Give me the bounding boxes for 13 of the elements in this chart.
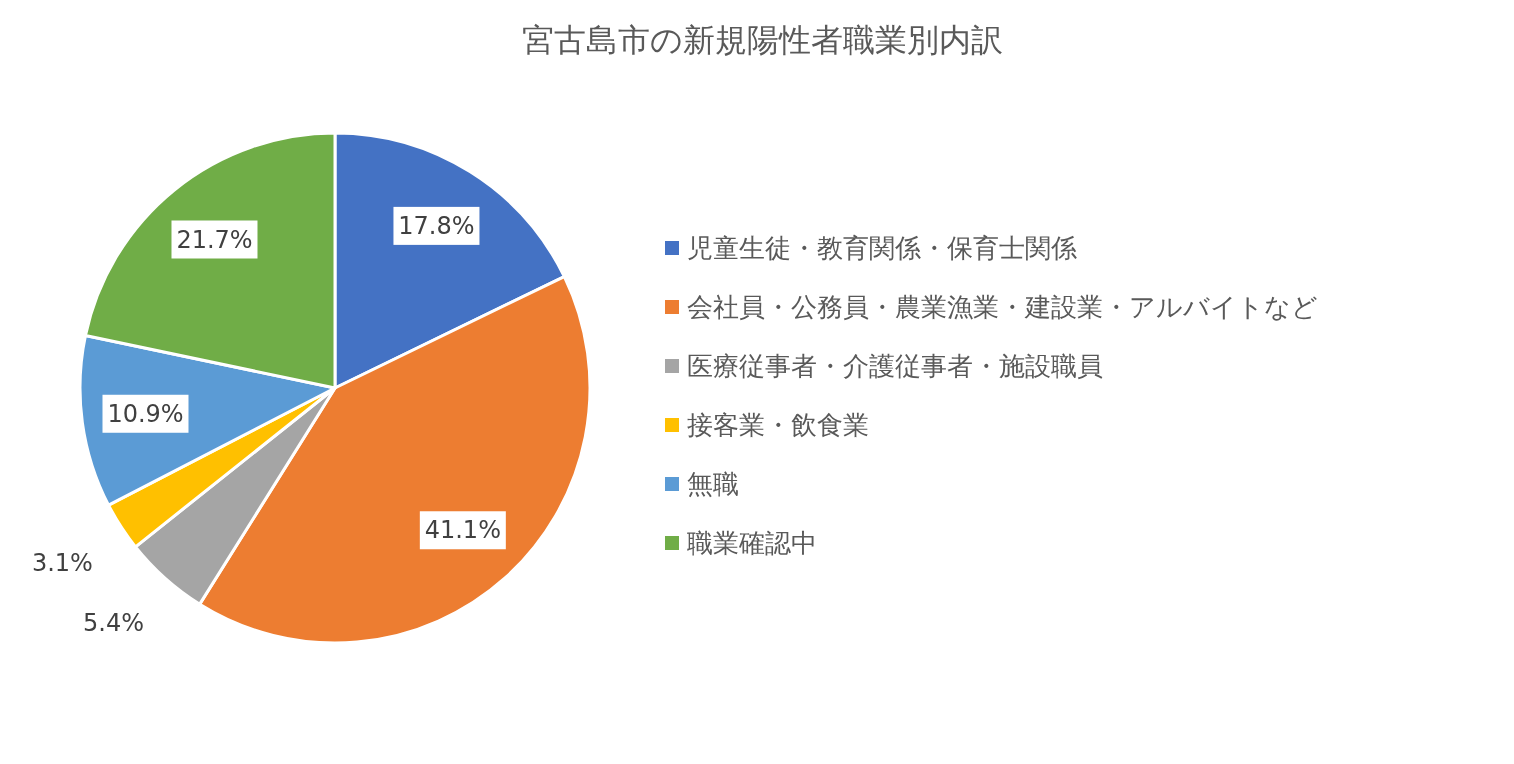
legend-label: 無職 <box>687 469 739 499</box>
data-label: 41.1% <box>424 516 501 545</box>
data-label: 5.4% <box>83 609 145 638</box>
legend-label: 会社員・公務員・農業漁業・建設業・アルバイトなど <box>687 292 1318 322</box>
legend-label: 児童生徒・教育関係・保育士関係 <box>687 233 1077 263</box>
legend-label: 接客業・飲食業 <box>687 410 869 440</box>
data-label: 10.9% <box>107 399 184 428</box>
legend-label: 医療従事者・介護従事者・施設職員 <box>687 351 1103 381</box>
data-label: 21.7% <box>176 225 253 254</box>
data-label: 3.1% <box>31 549 93 578</box>
legend-label: 職業確認中 <box>687 528 817 558</box>
data-label: 17.8% <box>398 211 475 240</box>
chart-title: 宮古島市の新規陽性者職業別内訳 <box>521 21 1003 59</box>
